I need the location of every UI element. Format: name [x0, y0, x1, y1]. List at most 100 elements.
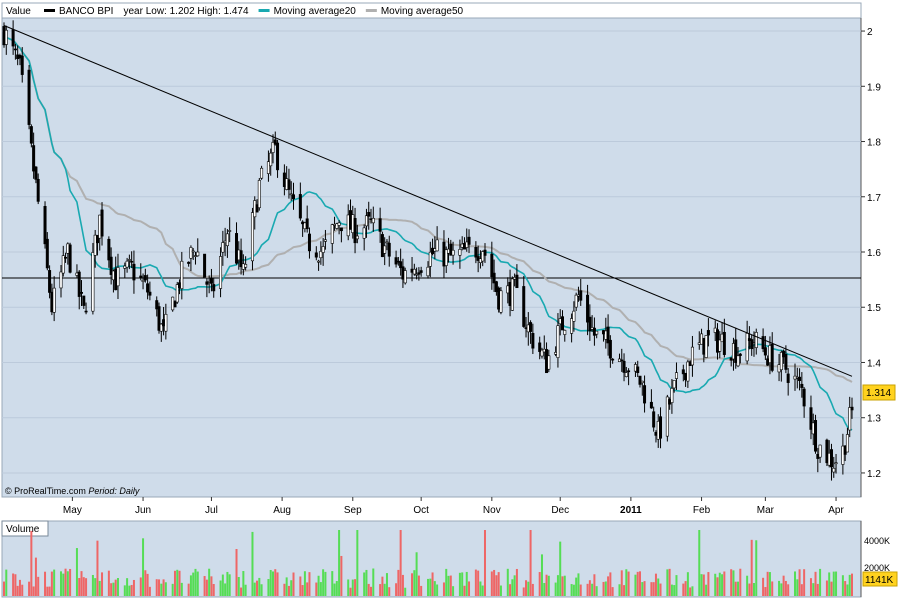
volume-bar	[609, 572, 612, 596]
volume-bar	[714, 573, 717, 596]
volume-bar	[324, 571, 327, 596]
candle-body	[529, 322, 533, 332]
candle-body	[522, 286, 526, 327]
candle-body	[800, 383, 804, 388]
candle-body	[738, 353, 742, 356]
volume-bar	[75, 548, 78, 596]
volume-bar	[461, 572, 464, 596]
volume-bar	[21, 584, 24, 596]
volume-bar	[666, 569, 669, 596]
candle-body	[779, 352, 783, 371]
volume-bar	[385, 573, 388, 596]
volume-bar	[634, 574, 637, 596]
candle-body	[287, 179, 291, 190]
volume-bar	[155, 579, 158, 596]
volume-bar	[623, 585, 626, 596]
candle-body	[547, 355, 551, 370]
candle-body	[59, 271, 63, 289]
volume-bar	[98, 580, 101, 596]
volume-bar	[771, 581, 774, 596]
volume-last-badge	[862, 571, 898, 587]
candle-body	[4, 29, 8, 45]
volume-bar	[221, 574, 224, 596]
candle-body	[586, 294, 590, 323]
candle-body	[809, 407, 813, 430]
candle-body	[125, 260, 129, 268]
volume-bar	[96, 540, 99, 596]
x-tick-label: 2011	[620, 505, 642, 516]
candle-body	[330, 224, 334, 244]
volume-bar	[78, 578, 81, 596]
volume-bar	[260, 584, 263, 596]
candle-body	[250, 212, 254, 262]
candle-body	[483, 249, 487, 256]
volume-bar	[602, 581, 605, 596]
candle-body	[490, 253, 494, 278]
volume-bar	[194, 568, 197, 596]
candle-body	[403, 270, 407, 284]
candle-body	[109, 256, 113, 275]
volume-bar	[16, 585, 19, 596]
candle-body	[754, 332, 758, 348]
candle-body	[239, 250, 243, 268]
candle-body	[636, 366, 640, 374]
x-tick-label: Jul	[205, 505, 218, 516]
volume-bar	[848, 574, 851, 596]
volume-bar	[354, 579, 357, 596]
volume-bar	[251, 531, 254, 596]
volume-bar	[224, 583, 227, 596]
volume-bar	[531, 583, 534, 596]
candle-body	[444, 249, 448, 266]
candle-body	[191, 250, 195, 253]
candle-body	[362, 227, 366, 239]
volume-bar	[641, 582, 644, 596]
candle-body	[132, 263, 136, 281]
volume-bar	[764, 587, 767, 596]
candle-body	[48, 270, 52, 293]
candle-body	[704, 335, 708, 358]
volume-bar	[730, 569, 733, 596]
volume-bar	[515, 568, 518, 596]
volume-bar	[180, 582, 183, 596]
volume-bar	[37, 576, 40, 596]
candle-body	[235, 233, 239, 264]
volume-bar	[698, 530, 701, 596]
candle-body	[298, 194, 302, 219]
volume-bar	[700, 574, 703, 596]
candle-body	[68, 244, 72, 273]
volume-bar	[340, 555, 343, 596]
candle-body	[321, 246, 325, 253]
candle-body	[492, 272, 496, 284]
volume-bar	[14, 574, 17, 596]
volume-bar	[69, 568, 72, 596]
volume-bar	[203, 576, 206, 596]
credit-text: © ProRealTime.com Period: Daily	[5, 486, 140, 496]
volume-bar	[449, 575, 452, 596]
candle-body	[36, 178, 40, 202]
volume-bar	[212, 584, 215, 596]
volume-bar	[657, 578, 660, 596]
candle-body	[127, 259, 131, 261]
volume-bar	[399, 530, 402, 596]
volume-bar	[351, 579, 354, 596]
candle-body	[481, 251, 485, 262]
x-axis: May Jun Jul Aug Sep Oct Nov Dec 2011 Feb Mar Apr	[63, 497, 844, 516]
volume-bar	[210, 576, 213, 596]
candle-body	[415, 273, 419, 276]
volume-bar	[256, 580, 259, 596]
candle-body	[189, 247, 193, 259]
volume-bar	[732, 570, 735, 596]
volume-bar	[522, 587, 525, 596]
x-tick-label: Jun	[135, 505, 151, 516]
candle-body	[674, 372, 678, 379]
volume-bar	[513, 575, 516, 596]
volume-tick-4000k: 4000K	[864, 536, 890, 546]
candle-body	[314, 252, 318, 258]
volume-bar	[91, 574, 94, 596]
volume-bar	[381, 576, 384, 596]
volume-bar	[333, 583, 336, 596]
volume-bar	[114, 579, 117, 596]
volume-bar	[442, 582, 445, 596]
candle-body	[355, 235, 359, 240]
volume-bar	[721, 574, 724, 596]
